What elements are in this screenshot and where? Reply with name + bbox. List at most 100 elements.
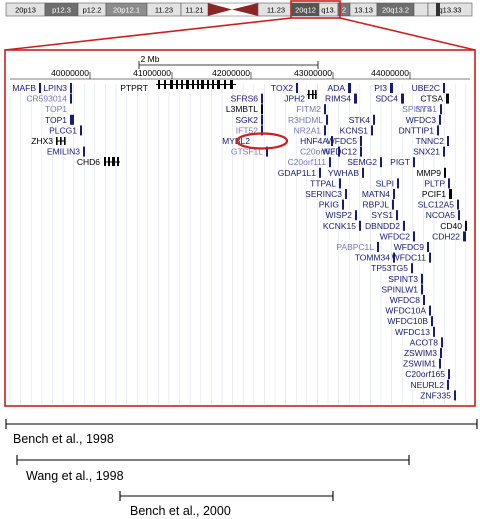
gene-label: CR593014	[26, 94, 67, 104]
gene-label: HNF4A	[300, 136, 328, 146]
gene-mark	[440, 104, 442, 115]
ideogram-band-dark	[436, 3, 440, 16]
zhx3-gene-structure	[56, 137, 66, 145]
gene-label: ZSWIM3	[404, 348, 437, 358]
gene-mark	[465, 220, 467, 231]
ideogram-band-label: 13.13	[354, 6, 373, 15]
gene-label: WFDC11	[392, 253, 427, 263]
gene-label: PTPRT	[120, 83, 148, 93]
gene-label: STK4	[349, 115, 371, 125]
gene-label: CD40	[440, 221, 462, 231]
gene-mark	[423, 295, 425, 305]
gene-track: MAFB LPIN3 PTPRTCR593014TOP1TOP1PLCG1ZHX3E…	[12, 83, 467, 401]
gene-label: WFDC3	[406, 115, 436, 125]
ideogram-band-label: 2	[342, 6, 346, 15]
gene-label: CTSA	[420, 94, 443, 104]
gene-mark	[324, 104, 326, 115]
gene-label: WFDC10B	[387, 316, 428, 326]
gene-label: GTSF1L	[231, 147, 263, 157]
gene-label: RIMS4	[325, 94, 351, 104]
gene-mark	[393, 252, 395, 263]
gene-mark	[261, 104, 263, 115]
gene-mark	[448, 178, 450, 189]
genome-browser-panel: 2 Mb 40000000 41000000 42000000 43000000…	[4, 49, 476, 407]
axis-tick-label: 40000000	[51, 68, 89, 78]
gene-mark	[360, 146, 362, 157]
gene-label: SFRS6	[231, 94, 259, 104]
gene-label: C20orf62	[300, 147, 335, 157]
gene-label: IFT52	[236, 125, 258, 135]
gene-label: NEURL2	[410, 380, 444, 390]
gene-label: WFDC13	[395, 327, 430, 337]
gene-mark	[413, 157, 415, 168]
gene-mark	[390, 83, 393, 93]
ideogram-band-label: 20q12	[295, 6, 316, 15]
gene-label: PLTP	[424, 178, 445, 188]
gene-label: WFDC5	[327, 136, 357, 146]
ideogram-band-label: q13.33	[439, 6, 462, 15]
chromosome-ideogram: 20p13 p12.3 p12.2 20p12.1 11.23 11.21 11…	[5, 0, 473, 19]
gene-label: TOP1	[45, 104, 67, 114]
gene-mark	[354, 93, 357, 104]
gene-mark	[70, 93, 72, 104]
gene-mark	[319, 167, 321, 178]
gene-label: RBPJL	[363, 200, 390, 210]
gene-mark	[80, 125, 82, 136]
gene-label: PLCG1	[49, 125, 77, 135]
gene-label: SPINT4	[402, 104, 432, 114]
gene-label: WFDC12	[322, 147, 357, 157]
gene-mark	[454, 390, 456, 401]
gene-mark	[443, 146, 445, 157]
gene-label: PCIF1	[422, 189, 446, 199]
gene-label: ACOT8	[410, 337, 439, 347]
gene-label: SYS1	[415, 104, 437, 114]
gene-mark	[411, 263, 413, 274]
gene-label: YWHAB	[328, 168, 360, 178]
gene-label: SLC12A5	[418, 200, 455, 210]
gene-label: MMP9	[416, 168, 441, 178]
gene-label: SPINLW1	[381, 284, 418, 294]
gene-label: MAFB	[12, 83, 36, 93]
gene-mark	[433, 326, 435, 337]
gene-label: TOP1	[45, 115, 67, 125]
gridlines	[9, 84, 467, 404]
gene-mark	[441, 337, 443, 348]
gene-label: SGK2	[235, 115, 258, 125]
gene-label: SDC4	[375, 94, 398, 104]
gene-label: SERINC3	[305, 189, 342, 199]
gene-mark	[348, 83, 351, 93]
gene-mark	[443, 83, 445, 93]
gene-label: GDAP1L1	[278, 168, 317, 178]
gene-label: CHD6	[77, 157, 100, 167]
gene-label: TTPAL	[310, 178, 336, 188]
mybl2-highlight-ellipse	[235, 132, 289, 150]
gene-label: SNX21	[413, 147, 440, 157]
gene-mark	[393, 189, 395, 199]
gene-label: KCNS1	[340, 125, 369, 135]
gene-mark	[447, 379, 449, 390]
gene-mark	[449, 189, 452, 199]
gene-mark	[444, 167, 446, 178]
gene-mark	[439, 358, 441, 369]
gene-label: DNTTIP1	[399, 125, 435, 135]
gene-label: PIGT	[390, 157, 410, 167]
gene-label: CDH22	[432, 231, 460, 241]
gene-label: FITM2	[296, 104, 321, 114]
gene-label: TOMM34	[355, 253, 391, 263]
gene-label: ZHX3	[31, 136, 53, 146]
gene-mark	[362, 167, 364, 178]
gene-mark	[339, 178, 341, 189]
gene-mark	[380, 157, 382, 168]
gene-label: WFDC2	[380, 231, 410, 241]
gene-label: LPIN3	[43, 83, 67, 93]
gene-label: UBE2C	[412, 83, 440, 93]
reference-label: Bench et al., 2000	[130, 504, 231, 518]
browser-frame	[4, 49, 476, 407]
ideogram-band	[413, 2, 429, 17]
gene-mark	[70, 83, 72, 93]
gene-label: ADA	[328, 83, 346, 93]
gene-mark	[266, 146, 268, 157]
gene-mark	[437, 125, 439, 136]
ptprt-gene-structure	[156, 80, 236, 89]
